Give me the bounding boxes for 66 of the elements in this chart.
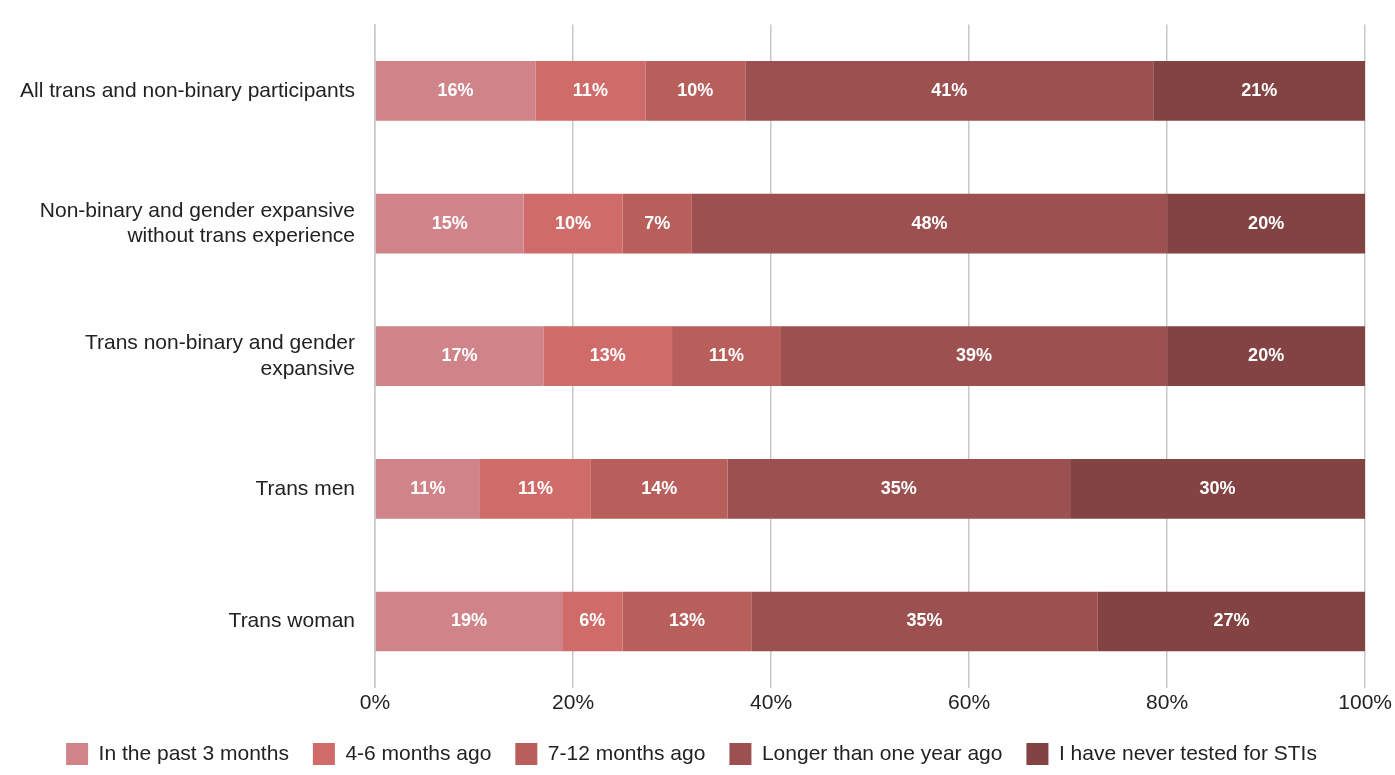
data-label: 14% bbox=[641, 477, 678, 498]
data-label: 19% bbox=[450, 610, 487, 631]
data-label: 20% bbox=[1248, 212, 1285, 233]
bar bbox=[645, 61, 746, 121]
bar bbox=[745, 61, 1154, 121]
data-label: 39% bbox=[956, 345, 993, 366]
data-label: 21% bbox=[1241, 79, 1278, 100]
bar bbox=[622, 193, 692, 254]
x-tick-label: 20% bbox=[552, 690, 595, 714]
data-label: 11% bbox=[410, 477, 446, 498]
bar bbox=[691, 193, 1168, 254]
bar bbox=[751, 591, 1098, 652]
data-label: 10% bbox=[555, 212, 592, 233]
bar bbox=[375, 193, 524, 254]
legend-label: I have never tested for STIs bbox=[1058, 740, 1317, 764]
legend-label: 4-6 months ago bbox=[345, 740, 492, 764]
bar bbox=[375, 591, 563, 652]
bar bbox=[672, 326, 781, 387]
data-label: 17% bbox=[441, 345, 478, 366]
legend-label: In the past 3 months bbox=[98, 740, 289, 764]
bar bbox=[375, 459, 480, 519]
bar bbox=[622, 591, 752, 652]
data-label: 35% bbox=[880, 477, 917, 498]
data-label: 11% bbox=[572, 79, 608, 100]
data-label: 30% bbox=[1199, 477, 1236, 498]
data-label: 27% bbox=[1213, 610, 1250, 631]
y-tick-label: Trans men bbox=[255, 475, 356, 499]
x-tick-label: 0% bbox=[359, 690, 391, 714]
y-tick-label: All trans and non-binary participants bbox=[20, 77, 356, 101]
data-label: 7% bbox=[644, 212, 671, 233]
x-tick-label: 80% bbox=[1146, 690, 1189, 714]
data-label: 41% bbox=[931, 79, 968, 100]
x-tick-label: 60% bbox=[948, 690, 991, 714]
data-label: 11% bbox=[708, 345, 745, 366]
data-label: 10% bbox=[677, 79, 714, 100]
bar bbox=[523, 193, 623, 254]
legend-label: 7-12 months ago bbox=[547, 740, 706, 764]
bar bbox=[1167, 193, 1366, 254]
data-label: 6% bbox=[579, 610, 606, 631]
bar bbox=[590, 459, 728, 519]
bar bbox=[543, 326, 673, 387]
y-tick-label: Non-binary and gender expansive without trans experience bbox=[39, 197, 356, 246]
y-tick-label: Trans non-binary and gender expansive bbox=[84, 330, 356, 379]
bar bbox=[479, 459, 591, 519]
data-label: 15% bbox=[431, 212, 468, 233]
bar bbox=[562, 591, 623, 652]
y-tick-label: Trans woman bbox=[228, 608, 356, 632]
data-label: 13% bbox=[668, 610, 705, 631]
data-label: 48% bbox=[911, 212, 948, 233]
bar bbox=[375, 61, 536, 121]
data-label: 16% bbox=[437, 79, 474, 100]
data-label: 35% bbox=[906, 610, 943, 631]
bar bbox=[535, 61, 646, 121]
bar bbox=[1167, 326, 1366, 387]
legend-label: Longer than one year ago bbox=[761, 740, 1003, 764]
data-label: 11% bbox=[517, 477, 553, 498]
x-tick-label: 100% bbox=[1338, 690, 1392, 714]
data-label: 13% bbox=[589, 345, 626, 366]
bar bbox=[1097, 591, 1366, 652]
bar bbox=[1153, 61, 1366, 121]
bar bbox=[1070, 459, 1366, 519]
x-tick-label: 40% bbox=[750, 690, 793, 714]
data-label: 20% bbox=[1248, 345, 1285, 366]
bar bbox=[375, 326, 544, 387]
bar bbox=[727, 459, 1071, 519]
bar bbox=[780, 326, 1168, 387]
